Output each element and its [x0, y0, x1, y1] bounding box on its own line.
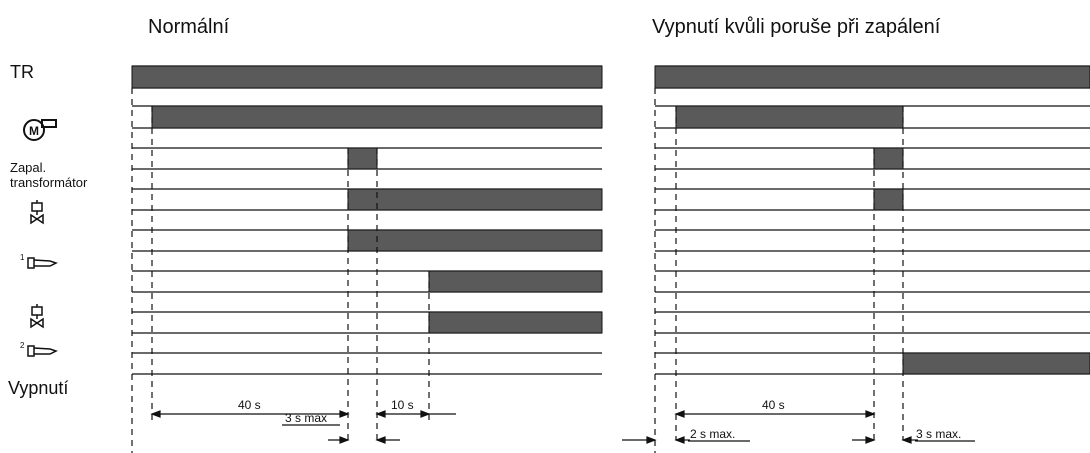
bar-valve1	[347, 188, 603, 211]
arrowhead	[420, 410, 431, 418]
burner-flame-icon-1: 1	[20, 253, 58, 269]
bar-ignition	[347, 147, 378, 170]
bar-valve2	[428, 270, 603, 293]
arrowhead	[375, 436, 386, 444]
row-label-ignition-line2: transformátor	[10, 175, 88, 190]
row-label-ignition-transformer: Zapal. transformátor	[10, 160, 87, 190]
bar-flame2	[428, 311, 603, 334]
motor-icon: M	[23, 119, 57, 141]
title-normal: Normální	[148, 16, 230, 38]
label-normal-40s: 40 s	[238, 398, 261, 412]
label-normal-10s: 10 s	[391, 398, 414, 412]
solenoid-valve-icon-2	[30, 304, 44, 329]
label-fault-2s: 2 s max.	[690, 427, 735, 441]
arrowhead	[339, 410, 350, 418]
arrowhead	[339, 436, 350, 444]
arrowhead	[150, 410, 161, 418]
solenoid-valve-icon-1	[30, 200, 44, 225]
row-label-shutdown: Vypnutí	[8, 378, 69, 398]
label-normal-3s: 3 s max	[285, 411, 327, 425]
flame1-number: 1	[20, 253, 25, 262]
bar-flame1	[347, 229, 603, 252]
arrowhead	[375, 410, 386, 418]
bar-shutdown	[902, 352, 1090, 375]
label-fault-40s: 40 s	[762, 398, 785, 412]
arrowhead	[865, 410, 876, 418]
bar-tr	[654, 65, 1090, 89]
bar-motor	[151, 105, 603, 129]
bar-valve1	[873, 188, 904, 211]
bar-ignition	[873, 147, 904, 170]
row-label-tr: TR	[10, 62, 34, 82]
label-fault-3s: 3 s max.	[916, 427, 961, 441]
dashed-markers	[131, 88, 904, 453]
bar-motor	[675, 105, 904, 129]
row-label-ignition-line1: Zapal.	[10, 160, 47, 175]
right-dimensions	[622, 410, 975, 444]
arrowhead	[646, 436, 657, 444]
title-fault: Vypnutí kvůli poruše při zapálení	[652, 16, 941, 38]
flame2-number: 2	[20, 341, 25, 350]
arrowhead	[865, 436, 876, 444]
arrowhead	[901, 436, 912, 444]
bar-tr	[131, 65, 603, 89]
svg-text:M: M	[29, 124, 39, 138]
right-panel-bars	[654, 65, 1090, 375]
arrowhead	[674, 436, 685, 444]
left-panel-bars	[131, 65, 603, 334]
burner-flame-icon-2: 2	[20, 341, 58, 357]
left-dimensions	[150, 410, 456, 444]
arrowhead	[674, 410, 685, 418]
